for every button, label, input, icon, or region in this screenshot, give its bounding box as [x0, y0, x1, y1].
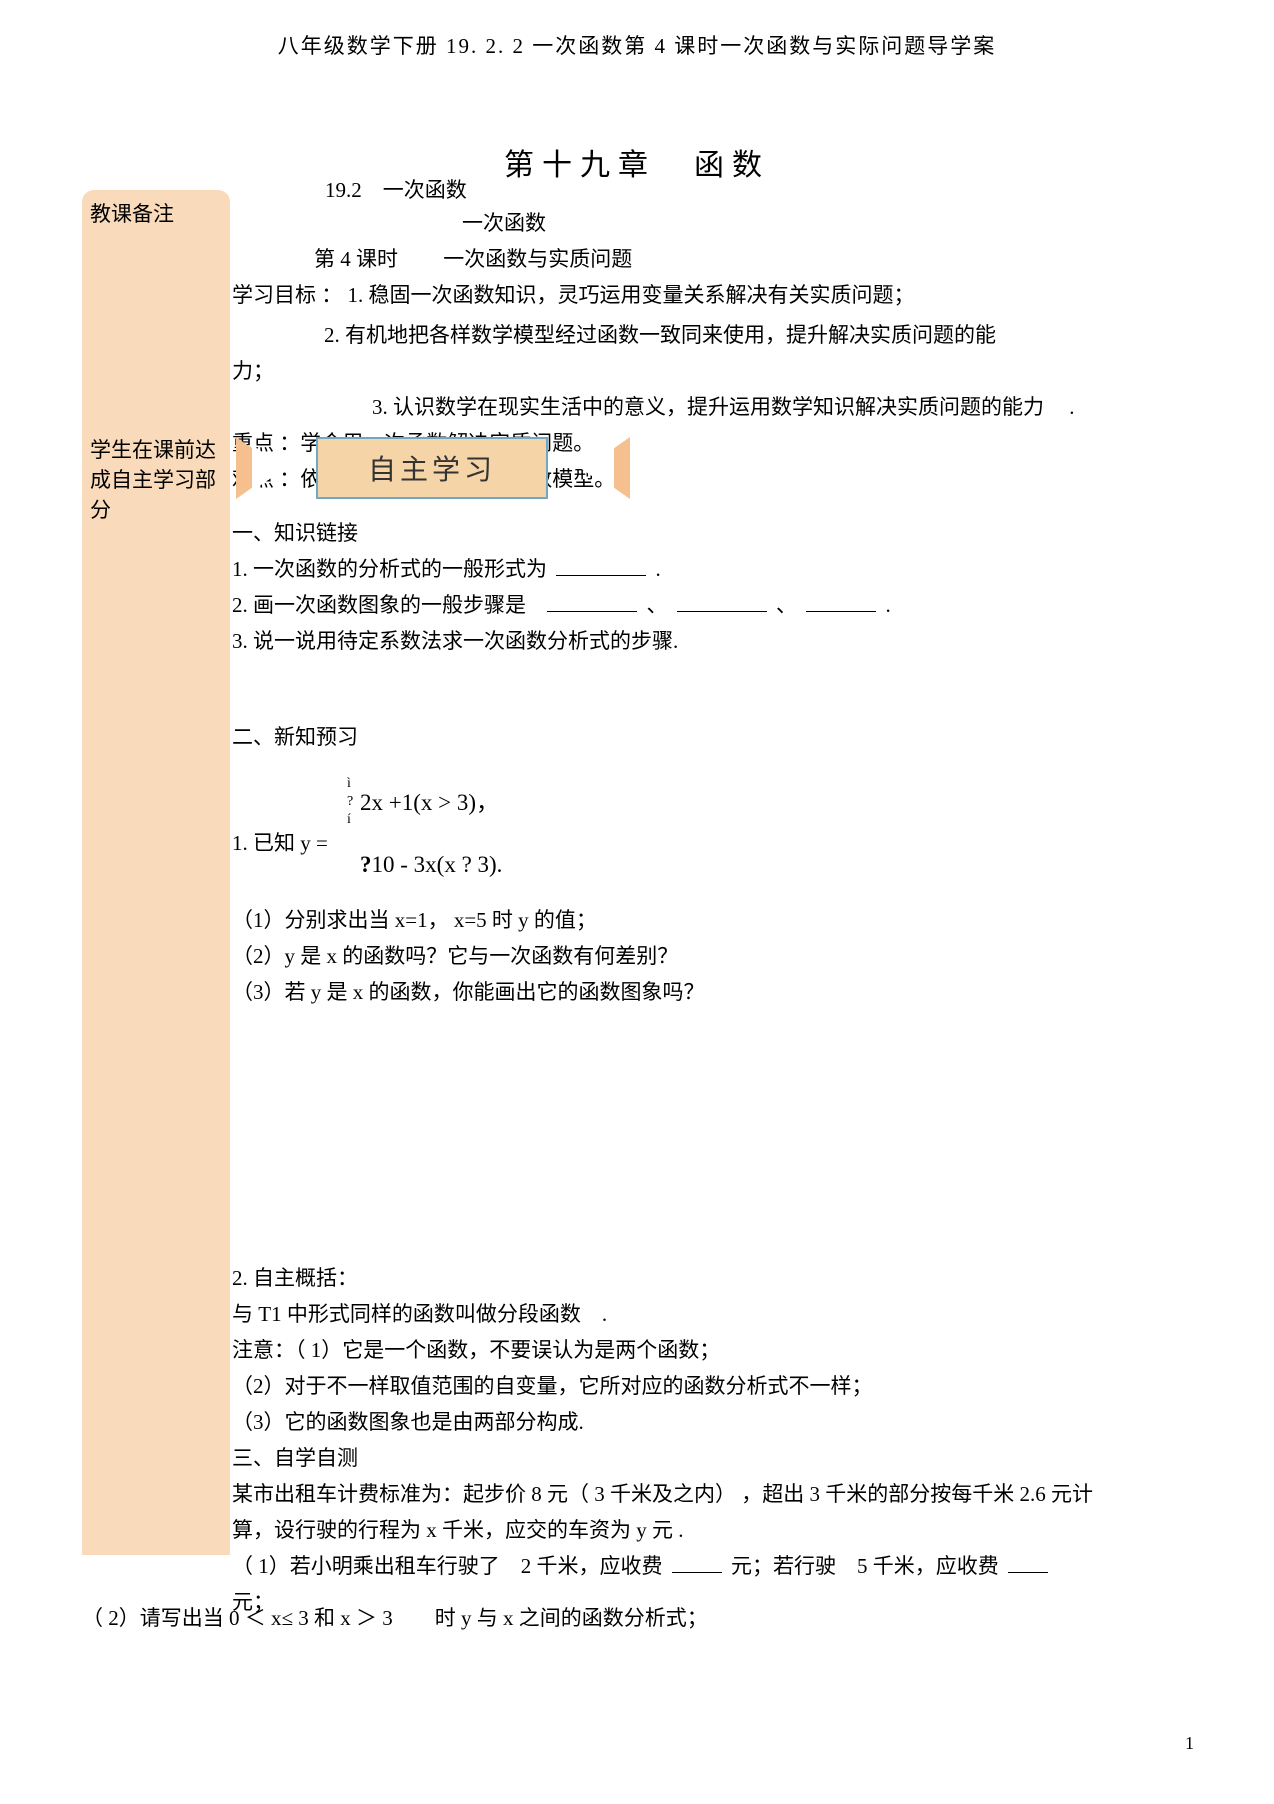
auto-l4: （3）它的函数图象也是由两部分构成. [232, 1404, 1202, 1440]
final-question: （ 2）请写出当 0 ＜ x≤ 3 和 x ＞ 3 时 y 与 x 之间的函数分… [82, 1600, 1202, 1636]
auto-l1: 与 T1 中形式同样的函数叫做分段函数 . [232, 1296, 1202, 1332]
sub-q2: （2）y 是 x 的函数吗？它与一次函数有何差别？ [232, 938, 1202, 974]
sub1-pre: （ 1）若小明乘出租车行驶了 2 千米，应收费 [232, 1554, 663, 1578]
lesson-title-line: 第 4 课时 一次函数与实质问题 [314, 241, 1202, 277]
q2-dot: . [886, 593, 891, 617]
sidebar-note-l1: 学生在课前达 [90, 435, 216, 465]
lesson-prefix: 第 4 课时 [314, 247, 398, 271]
auto-summary-title: 2. 自主概括： [232, 1260, 1202, 1296]
section2-title: 二、新知预习 [232, 719, 1202, 755]
q1-pre: 1. 一次函数的分析式的一般形式为 [232, 557, 547, 581]
learning-goal-line1: 学习目标 ： 1. 稳固一次函数知识，灵巧运用变量关系解决有关实质问题； [232, 277, 1202, 313]
section1-q2: 2. 画一次函数图象的一般步骤是 、 、 . [232, 587, 1202, 623]
self-study-banner: 自主学习 [316, 437, 606, 499]
brace-mid: ? [347, 793, 353, 811]
banner-text: 自主学习 [368, 448, 496, 488]
learning-goal-line3: 3. 认识数学在现实生活中的意义，提升运用数学知识解决实质问题的能力 [372, 395, 1044, 419]
goal-label: 学习目标 ： [232, 283, 342, 307]
blank-fill [677, 592, 767, 612]
eq-line2-q: ? [360, 852, 372, 877]
chapter-title: 第十九章 函数 [0, 140, 1274, 184]
blank-fill [547, 592, 637, 612]
eq-label: 1. 已知 y = [232, 825, 328, 861]
blank-fill [556, 556, 646, 576]
q2-sep2: 、 [776, 593, 797, 617]
sub-q3: （3）若 y 是 x 的函数，你能画出它的函数图象吗？ [232, 974, 1202, 1010]
eq-brace-icon: ì ? í [347, 775, 353, 829]
sidebar-note-l2: 成自主学习部 [90, 465, 216, 495]
section-number: 19.2 一次函数 [325, 174, 467, 204]
sidebar-note-l3: 分 [90, 495, 216, 525]
learning-goal-line2: 2. 有机地把各样数学模型经过函数一致同来使用，提升解决实质问题的能 [324, 317, 1202, 353]
page-header: 八年级数学下册 19. 2. 2 一次函数第 4 课时一次函数与实际问题导学案 [0, 0, 1274, 60]
function-subtitle: 一次函数 [462, 205, 1202, 241]
page-number: 1 [1185, 1733, 1194, 1754]
q2-sep1: 、 [647, 593, 668, 617]
brace-bot: í [347, 811, 353, 829]
taxi-problem-l2: 算，设行驶的行程为 x 千米，应交的车资为 y 元 . [232, 1512, 1202, 1548]
piecewise-equation: 1. 已知 y = ì ? í 2x +1(x > 3)， ?10 - 3x(x… [232, 785, 1202, 890]
sub-q1: （1）分别求出当 x=1， x=5 时 y 的值； [232, 902, 1202, 938]
blank-fill [1008, 1553, 1048, 1573]
sidebar-note-student: 学生在课前达 成自主学习部 分 [90, 435, 216, 525]
lesson-title: 一次函数与实质问题 [443, 247, 632, 271]
eq-line2-row: ?10 - 3x(x ? 3). [360, 847, 502, 883]
taxi-problem-l1: 某市出租车计费标准为：起步价 8 元（ 3 千米及之内） ，超出 3 千米的部分… [232, 1476, 1202, 1512]
banner-arrow-right-inner-icon [580, 445, 614, 491]
section1-q3: 3. 说一说用待定系数法求一次函数分析式的步骤. [232, 623, 1202, 659]
eq-line2: 10 - 3x(x ? 3). [372, 852, 503, 877]
q2-pre: 2. 画一次函数图象的一般步骤是 [232, 593, 526, 617]
banner-main: 自主学习 [316, 437, 548, 499]
eq-line1: 2x +1(x > 3)， [360, 785, 499, 821]
goal3-dot: . [1069, 395, 1074, 419]
learning-goal-line2-cont: 力； [232, 353, 1202, 389]
banner-arrow-left-inner-icon [252, 445, 286, 491]
q1-dot: . [656, 557, 661, 581]
section1-title: 一、知识链接 [232, 515, 1202, 551]
taxi-sub1: （ 1）若小明乘出租车行驶了 2 千米，应收费 元；若行驶 5 千米，应收费 [232, 1548, 1202, 1584]
sidebar-note-teaching: 教课备注 [90, 198, 174, 228]
brace-top: ì [347, 775, 353, 793]
learning-goal-line3-row: 3. 认识数学在现实生活中的意义，提升运用数学知识解决实质问题的能力 . [372, 389, 1202, 425]
sidebar [82, 195, 230, 1555]
sub1-mid: 元；若行驶 5 千米，应收费 [731, 1554, 999, 1578]
blank-fill [806, 592, 876, 612]
auto-l3: （2）对于不一样取值范围的自变量，它所对应的函数分析式不一样； [232, 1368, 1202, 1404]
goal1: 1. 稳固一次函数知识，灵巧运用变量关系解决有关实质问题； [348, 283, 915, 307]
blank-fill [672, 1553, 722, 1573]
section1-q1: 1. 一次函数的分析式的一般形式为 . [232, 551, 1202, 587]
auto-l2: 注意：（ 1）它是一个函数，不要误认为是两个函数； [232, 1332, 1202, 1368]
section3-title: 三、自学自测 [232, 1440, 1202, 1476]
main-content: 一、知识链接 1. 一次函数的分析式的一般形式为 . 2. 画一次函数图象的一般… [232, 515, 1202, 1620]
